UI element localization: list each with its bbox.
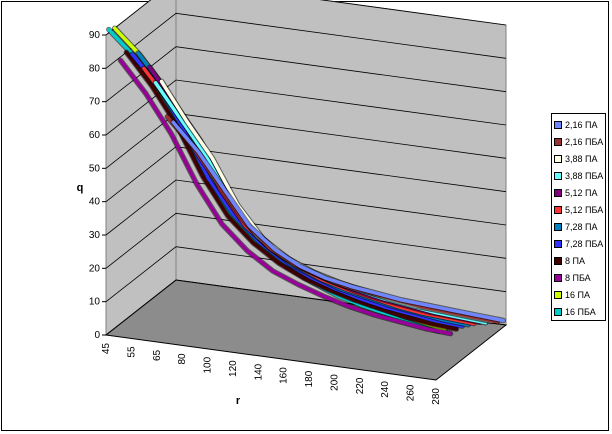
legend-label: 2,16 ПБА: [565, 137, 604, 147]
legend-label: 7,28 ПБА: [565, 239, 604, 249]
y-tick-label: 0: [94, 330, 100, 341]
legend-swatch: [554, 257, 562, 265]
gridline: [105, 46, 507, 103]
chart-series-layer: [106, 25, 506, 337]
x-tick-label: 45: [101, 343, 112, 355]
y-tick-label: 80: [89, 63, 101, 74]
x-tick-label: 200: [329, 374, 340, 391]
legend-label: 7,28 ПА: [565, 222, 598, 232]
gridline: [105, 179, 507, 236]
legend-swatch: [554, 240, 562, 248]
series-line: [171, 120, 505, 323]
legend-label: 3,88 ПБА: [565, 171, 604, 181]
gridline: [105, 79, 507, 136]
x-tick-label: 260: [406, 384, 417, 401]
x-tick-label: 240: [380, 381, 391, 398]
legend-item: 2,16 ПА: [554, 118, 598, 132]
legend-label: 3,88 ПА: [565, 154, 598, 164]
legend-item: 5,12 ПБА: [554, 203, 603, 217]
x-tick-label: 180: [304, 370, 315, 387]
y-tick-label: 50: [89, 163, 101, 174]
legend-swatch: [554, 223, 562, 231]
x-tick-label: 160: [279, 367, 290, 384]
y-tick-label: 40: [89, 197, 101, 208]
legend-item: 16 ПБА: [554, 305, 596, 319]
chart-legend: 2,16 ПА 2,16 ПБА 3,88 ПА 3,88 ПБА 5,12 ПА 5,1…: [551, 113, 606, 321]
legend-item: 3,88 ПА: [554, 152, 598, 166]
legend-label: 16 ПА: [565, 290, 590, 300]
legend-item: 2,16 ПБА: [554, 135, 603, 149]
legend-swatch: [554, 291, 562, 299]
legend-swatch: [554, 121, 562, 129]
legend-label: 8 ПБА: [565, 273, 591, 283]
series-line: [118, 58, 453, 336]
left-wall: [105, 0, 177, 337]
x-tick-label: 65: [152, 349, 163, 361]
legend-item: 7,28 ПБА: [554, 237, 603, 251]
legend-item: 7,28 ПА: [554, 220, 598, 234]
gridline: [105, 246, 507, 303]
legend-label: 16 ПБА: [565, 307, 596, 317]
legend-label: 2,16 ПА: [565, 120, 598, 130]
y-tick-label: 60: [89, 130, 101, 141]
legend-swatch: [554, 206, 562, 214]
x-tick-label: 120: [228, 360, 239, 377]
legend-swatch: [554, 155, 562, 163]
y-tick-label: 30: [89, 230, 101, 241]
y-tick-label: 10: [89, 297, 101, 308]
legend-item: 8 ПА: [554, 254, 585, 268]
y-tick-label: 70: [89, 97, 101, 108]
legend-label: 5,12 ПБА: [565, 205, 604, 215]
x-tick-label: 80: [177, 353, 188, 365]
y-axis-title: q: [77, 182, 84, 194]
legend-item: 5,12 ПА: [554, 186, 598, 200]
gridline: [105, 0, 507, 36]
chart-ticks: 0 10 20 30 40 50 60 70 80 90 45 55 65 80 100 120 140 160 1…: [89, 30, 442, 405]
legend-label: 5,12 ПА: [565, 188, 598, 198]
legend-swatch: [554, 172, 562, 180]
x-tick-label: 100: [203, 356, 214, 373]
y-tick-label: 20: [89, 263, 101, 274]
gridline: [105, 212, 507, 269]
y-tick-label: 90: [89, 30, 101, 41]
x-tick-label: 220: [355, 377, 366, 394]
x-tick-label: 55: [126, 346, 137, 358]
legend-label: 8 ПА: [565, 256, 585, 266]
legend-swatch: [554, 274, 562, 282]
legend-swatch: [554, 189, 562, 197]
legend-item: 8 ПБА: [554, 271, 591, 285]
x-axis-title: r: [236, 395, 241, 407]
legend-item: 16 ПА: [554, 288, 590, 302]
chart-gridlines: [105, 0, 507, 336]
x-tick-label: 140: [253, 363, 264, 380]
back-wall: [175, 0, 507, 326]
legend-swatch: [554, 138, 562, 146]
legend-item: 3,88 ПБА: [554, 169, 603, 183]
legend-swatch: [554, 308, 562, 316]
x-tick-label: 280: [431, 388, 442, 405]
